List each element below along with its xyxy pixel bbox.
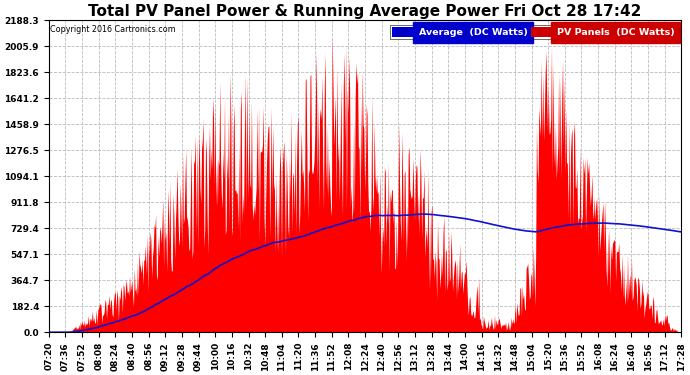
- Legend: Average  (DC Watts), PV Panels  (DC Watts): Average (DC Watts), PV Panels (DC Watts): [391, 25, 677, 39]
- Text: Copyright 2016 Cartronics.com: Copyright 2016 Cartronics.com: [50, 25, 176, 34]
- Title: Total PV Panel Power & Running Average Power Fri Oct 28 17:42: Total PV Panel Power & Running Average P…: [88, 4, 642, 19]
